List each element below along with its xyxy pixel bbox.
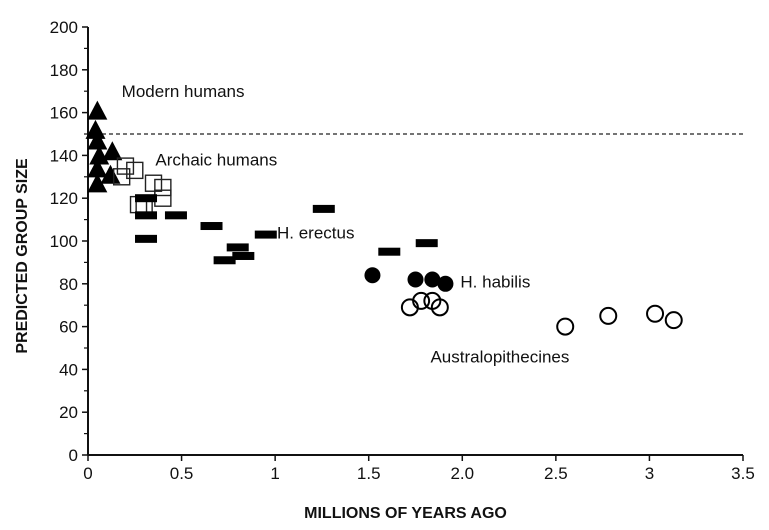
open-circle-marker [556, 317, 575, 336]
bar-marker [415, 239, 438, 248]
triangle-marker [87, 100, 108, 120]
x-tick-label: 0.5 [170, 464, 194, 483]
bar-marker [135, 194, 158, 203]
filled-circle-marker [407, 271, 424, 288]
open-square-marker [144, 174, 163, 192]
bar-marker [135, 211, 158, 220]
x-tick-label: 0 [83, 464, 92, 483]
open-square-marker [116, 157, 135, 175]
bar-marker [200, 222, 223, 231]
open-circle-marker [599, 306, 618, 325]
x-tick-label: 1.5 [357, 464, 381, 483]
y-tick-label: 40 [59, 360, 78, 379]
bar-marker [135, 234, 158, 243]
y-tick-label: 0 [69, 446, 78, 465]
open-square-marker [112, 168, 131, 186]
x-tick-label: 2.0 [450, 464, 474, 483]
annotation-label: Australopithecines [430, 348, 569, 367]
triangle-marker [87, 173, 108, 193]
annotation-label: Archaic humans [155, 151, 277, 170]
bar-marker [226, 243, 249, 252]
triangle-marker [102, 141, 123, 161]
annotation-label: H. habilis [460, 273, 530, 292]
filled-circle-marker [437, 275, 454, 292]
y-tick-label: 140 [50, 146, 78, 165]
bar-marker [232, 251, 255, 260]
bar-marker [164, 211, 187, 220]
filled-circle-marker [364, 267, 381, 284]
x-tick-label: 1 [270, 464, 279, 483]
annotation-label: Modern humans [122, 82, 245, 101]
x-tick-label: 2.5 [544, 464, 568, 483]
y-tick-label: 180 [50, 61, 78, 80]
y-tick-label: 80 [59, 275, 78, 294]
y-tick-label: 100 [50, 232, 78, 251]
open-circle-marker [412, 291, 431, 310]
bar-marker [213, 256, 236, 265]
bar-marker [254, 230, 277, 239]
y-axis-label: PREDICTED GROUP SIZE [14, 158, 31, 354]
y-tick-label: 160 [50, 104, 78, 123]
bar-marker [312, 204, 335, 213]
triangle-marker [87, 130, 108, 150]
annotation-label: H. erectus [277, 223, 354, 242]
x-tick-label: 3 [645, 464, 654, 483]
open-circle-marker [664, 311, 683, 330]
filled-circle-marker [424, 271, 441, 288]
open-square-marker [126, 161, 144, 180]
bar-marker [378, 247, 401, 256]
y-tick-label: 60 [59, 318, 78, 337]
open-square-marker [154, 189, 172, 207]
triangle-marker [85, 119, 106, 139]
y-tick-label: 120 [50, 189, 78, 208]
open-circle-marker [430, 298, 449, 317]
y-tick-label: 200 [50, 18, 78, 37]
open-square-marker [154, 178, 172, 197]
triangle-marker [100, 164, 121, 184]
open-circle-marker [646, 304, 665, 323]
x-tick-label: 3.5 [731, 464, 755, 483]
x-axis-label: MILLIONS OF YEARS AGO [304, 505, 507, 522]
y-tick-label: 20 [59, 403, 78, 422]
triangle-marker [87, 158, 108, 178]
